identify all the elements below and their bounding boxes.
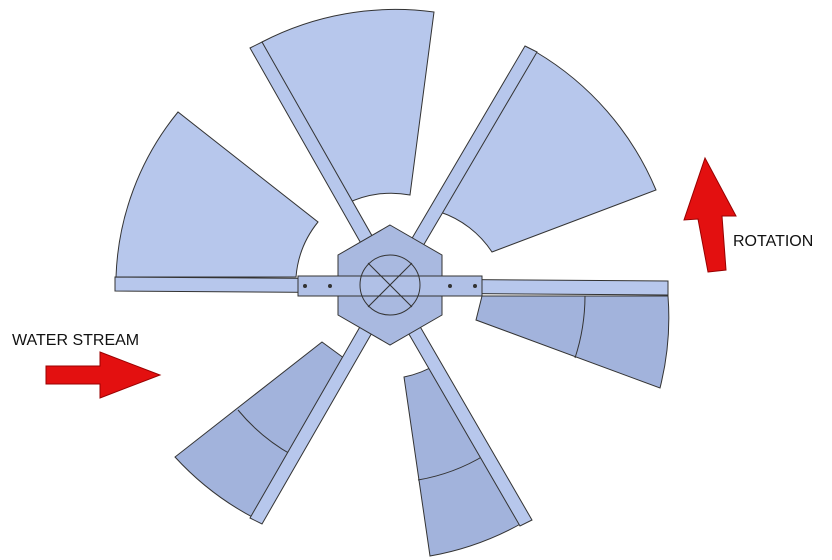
seam xyxy=(574,295,586,359)
hub-bar xyxy=(297,275,483,297)
bolt xyxy=(473,284,477,288)
rotation-arrow xyxy=(683,156,737,273)
blade xyxy=(439,51,657,253)
bolt xyxy=(328,284,332,288)
bolt xyxy=(448,284,452,288)
bolt xyxy=(303,284,307,288)
rotation-label: ROTATION xyxy=(733,233,813,250)
water-stream-label: WATER STREAM xyxy=(12,332,139,349)
blade xyxy=(475,295,670,389)
blade xyxy=(403,363,525,557)
water-arrow xyxy=(45,351,162,399)
hub-line xyxy=(367,262,413,308)
blades xyxy=(115,8,670,557)
hub xyxy=(297,224,483,346)
blade xyxy=(261,8,435,204)
hub-ring xyxy=(359,254,421,316)
blade xyxy=(115,111,319,278)
